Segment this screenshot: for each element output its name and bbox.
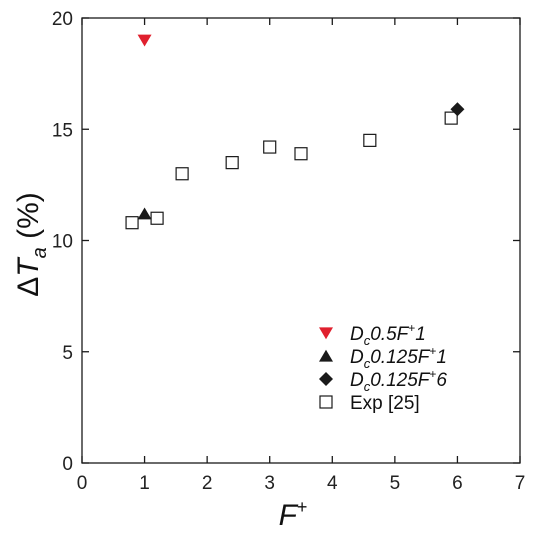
data-point [444, 111, 458, 125]
x-tick-label: 1 [139, 473, 150, 494]
data-point [225, 156, 239, 170]
x-tick-label: 7 [515, 473, 526, 494]
y-tick-label: 10 [52, 232, 73, 253]
legend-marker [319, 327, 333, 340]
x-tick-label: 0 [77, 473, 88, 494]
legend-item: Exp [25] [319, 393, 420, 414]
legend-marker [319, 349, 333, 362]
x-tick-label: 4 [327, 473, 338, 494]
data-point [137, 34, 152, 47]
y-tick-label: 15 [52, 120, 73, 141]
legend-marker [319, 372, 333, 386]
y-tick-label: 0 [62, 454, 73, 475]
x-tick-label: 6 [452, 473, 463, 494]
x-tick-label: 3 [264, 473, 275, 494]
legend-marker [319, 395, 333, 409]
x-tick-label: 5 [390, 473, 401, 494]
legend-label: Dc0.5F+1 [350, 321, 426, 348]
data-point [294, 147, 308, 161]
y-tick-label: 5 [62, 343, 73, 364]
data-point [363, 133, 377, 147]
y-axis-title: ΔTa (%) [12, 192, 51, 297]
legend-item: Dc0.125F+6 [319, 367, 447, 394]
data-point [125, 216, 139, 230]
plot-frame [81, 17, 521, 464]
legend-label: Dc0.125F+6 [350, 367, 447, 394]
data-point [137, 207, 152, 220]
x-axis-title: F+ [279, 497, 308, 532]
data-point [150, 211, 164, 225]
legend-label: Exp [25] [350, 393, 420, 414]
data-point [450, 102, 465, 117]
y-tick-label: 20 [52, 9, 73, 30]
legend-item: Dc0.5F+1 [319, 321, 426, 348]
data-point [175, 167, 189, 181]
legend-item: Dc0.125F+1 [319, 344, 447, 371]
data-point [263, 140, 277, 154]
legend-label: Dc0.125F+1 [350, 344, 447, 371]
x-tick-label: 2 [202, 473, 213, 494]
